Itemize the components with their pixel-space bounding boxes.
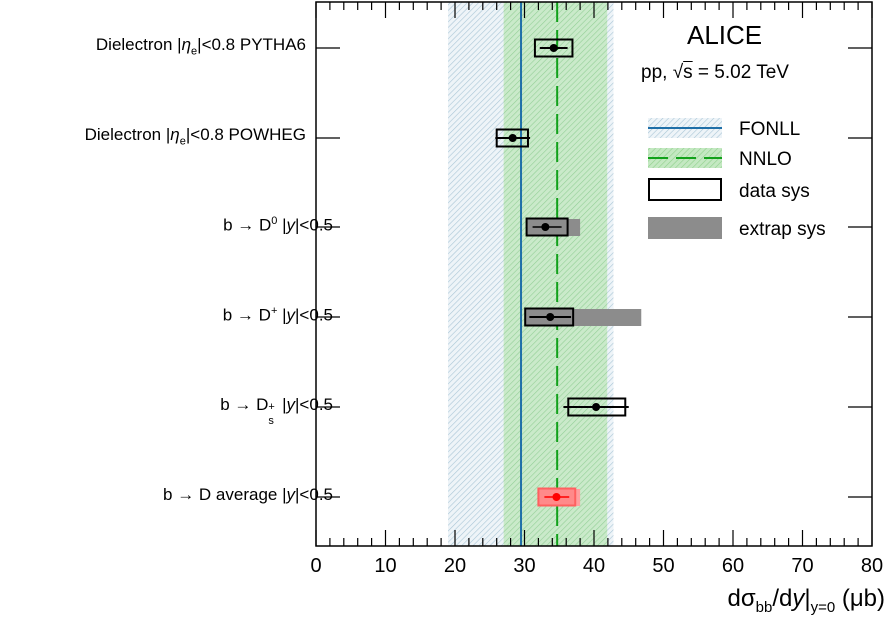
row-label-b-ds: b → D + s |y|<0.5 — [220, 395, 333, 427]
sqrt-symbol: √ — [672, 62, 684, 83]
row-label-y: y — [286, 305, 296, 325]
experiment-label: ALICE — [687, 20, 763, 50]
row-label-b-d0: b → D0 |y|<0.5 — [223, 215, 333, 236]
row-label-sup: 0 — [271, 215, 278, 227]
row-label-text: |<0.5 — [295, 485, 333, 504]
legend-data-sys-box — [648, 178, 722, 201]
row-label-text: |<0.8 POWHEG — [185, 125, 306, 144]
row-label-dielectron-powheg: Dielectron |ηe|<0.8 POWHEG — [85, 125, 306, 147]
row-label-dielectron-pythia: Dielectron |ηe|<0.8 PYTHA6 — [96, 35, 306, 57]
row-label-y: y — [286, 215, 296, 235]
x-label-bb: bb — [756, 599, 773, 616]
sqrt-s: s — [683, 62, 693, 83]
data-sys-box — [525, 217, 569, 237]
row-label-text: |<0.8 PYTHA6 — [197, 35, 306, 54]
row-label-y: y — [286, 485, 296, 504]
row-label-y: y — [286, 395, 296, 414]
row-label-b-dplus: b → D+ |y|<0.5 — [223, 305, 333, 326]
row-label-text: b → D — [223, 215, 272, 235]
row-label-text: |<0.5 — [295, 215, 333, 235]
system-prefix: pp, — [641, 62, 673, 83]
row-label-text: |<0.5 — [295, 395, 333, 414]
row-label-eta-sub: e — [179, 135, 186, 148]
row-label-text: | — [277, 215, 287, 235]
x-tick-label: 60 — [722, 555, 744, 577]
row-label-eta: η — [181, 35, 192, 54]
legend-label-data_sys: data sys — [739, 181, 810, 202]
data-point — [546, 313, 555, 321]
data-point — [541, 223, 550, 231]
row-label-text: | — [277, 395, 287, 414]
row-label-sup: + — [270, 305, 278, 317]
data-sys-box — [524, 307, 575, 327]
x-tick-label: 40 — [583, 555, 605, 577]
system-suffix: = 5.02 TeV — [692, 62, 789, 83]
legend-label-fonll: FONLL — [739, 119, 800, 140]
data-point — [508, 134, 517, 142]
x-label-bb-text: bb — [755, 598, 773, 616]
row-label-text: b → D — [220, 395, 269, 414]
x-label-dy: /d — [772, 585, 793, 612]
x-tick-label: 10 — [374, 555, 396, 577]
row-label-sub: s — [268, 415, 274, 427]
data-sys-box — [533, 38, 574, 58]
legend-extrap-sys-band — [648, 217, 722, 239]
row-label-text: Dielectron | — [84, 125, 171, 144]
x-label-sub: y=0 — [810, 598, 836, 616]
legend-label-nnlo: NNLO — [739, 149, 792, 170]
x-tick-label: 50 — [652, 555, 674, 577]
x-tick-label: 70 — [791, 555, 813, 577]
x-tick-label: 20 — [444, 555, 466, 577]
x-axis-label: dσbb/dy|y=0 (μb) — [727, 585, 885, 616]
x-label-y: y — [792, 585, 805, 612]
row-label-text: |<0.5 — [295, 305, 333, 325]
system-label: pp, √s = 5.02 TeV — [641, 62, 789, 84]
data-point — [549, 44, 558, 52]
row-label-text: | — [277, 305, 287, 325]
x-tick-label: 30 — [513, 555, 535, 577]
x-label-d: d — [727, 585, 741, 612]
data-point — [592, 403, 601, 411]
row-label-eta-sub: e — [191, 45, 198, 58]
row-label-sup: + — [268, 401, 275, 413]
legend-label-extrap_sys: extrap sys — [739, 219, 826, 240]
nnlo-band — [503, 2, 608, 546]
x-tick-label: 80 — [861, 555, 883, 577]
extrap-sys-band — [525, 309, 642, 326]
x-label-bar: | — [804, 585, 811, 612]
x-label-unit: (μb) — [835, 585, 885, 612]
x-label-sigma: σ — [740, 585, 756, 612]
row-label-text: b → D — [222, 305, 271, 325]
row-label-eta: η — [170, 125, 180, 144]
row-label-text: b → D average | — [163, 485, 287, 504]
row-label-text: Dielectron | — [95, 35, 182, 54]
x-tick-label: 0 — [310, 555, 321, 577]
data-point — [552, 493, 561, 501]
row-label-b-d-average: b → D average |y|<0.5 — [163, 485, 333, 505]
